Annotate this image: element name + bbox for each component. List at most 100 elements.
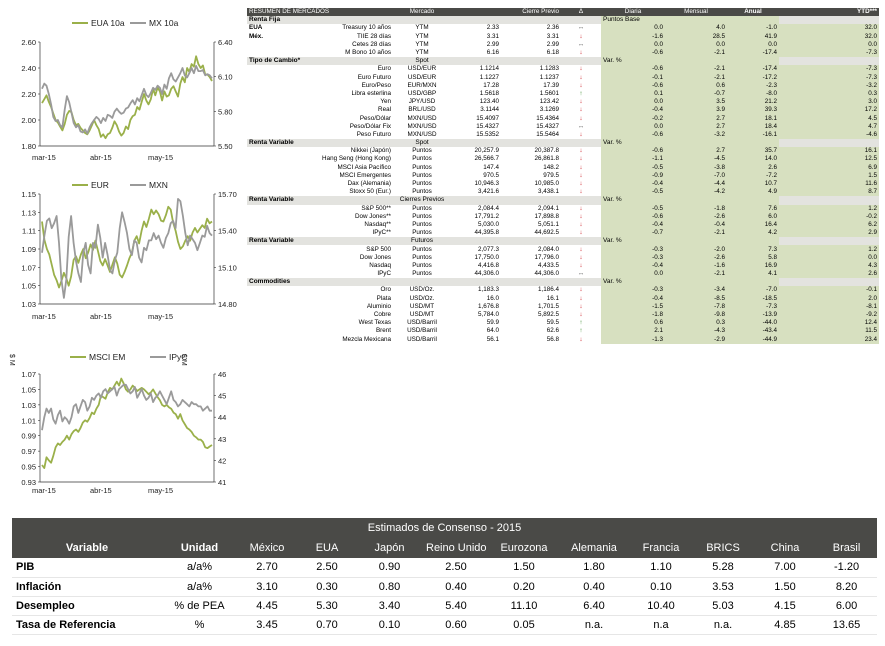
row-ytd: 0.0 <box>779 40 879 49</box>
consensus-header-8: Francia <box>630 538 692 558</box>
left-tick-label: 2.20 <box>21 90 36 99</box>
row-anual: 16.4 <box>727 220 779 230</box>
row-unit: Puntos <box>412 220 432 228</box>
row-mensual: -2.9 <box>665 335 727 344</box>
consensus-value: 6.00 <box>816 596 878 616</box>
row-actual: 5,030.0 <box>477 220 499 228</box>
row-ytd: -7.3 <box>779 73 879 82</box>
trend-down-icon: ↓ <box>579 286 583 294</box>
row-mensual: -2.6 <box>665 212 727 221</box>
consensus-value: 3.40 <box>357 596 422 616</box>
row-country <box>247 336 281 344</box>
market-row: Cobre USD/MT 5,784.0 5,892.5 ↓ -1.8 -9.8 -13.9-… <box>247 310 879 320</box>
consensus-value: 4.85 <box>754 615 816 635</box>
right-tick-label: 14.80 <box>218 300 237 309</box>
consensus-header-1: Unidad <box>162 538 237 558</box>
consensus-value: 13.65 <box>816 615 878 635</box>
row-mensual: -1.6 <box>665 261 727 270</box>
row-ytd: 0.3 <box>779 89 879 99</box>
row-name: Cobre <box>373 311 391 319</box>
consensus-table: Estimados de Consenso - 2015 Variable Unid… <box>12 518 878 635</box>
left-tick-label: 1.03 <box>21 300 36 309</box>
consensus-value: 10.40 <box>630 596 692 616</box>
row-anual: -44.9 <box>727 335 779 344</box>
consensus-row: Tasa de Referencia% 3.45 0.70 0.10 0.60 0.05 n… <box>12 615 878 635</box>
row-mensual: -9.8 <box>665 310 727 320</box>
row-diaria: -0.4 <box>601 220 665 230</box>
consensus-value: 5.30 <box>297 596 357 616</box>
row-anual: -8.0 <box>727 89 779 99</box>
row-previo: 2,094.1 <box>537 204 559 212</box>
right-tick-label: 6.40 <box>218 38 233 47</box>
left-tick-label: 1.05 <box>21 282 36 291</box>
row-diaria: -0.4 <box>601 294 665 303</box>
legend-label: MXN <box>149 180 168 190</box>
trend-down-icon: ↓ <box>579 212 583 220</box>
row-actual: 59.9 <box>486 319 499 327</box>
section-pad <box>561 57 601 66</box>
trend-down-icon: ↓ <box>579 253 583 261</box>
section-sub: Futuros <box>393 237 451 246</box>
consensus-value: 0.05 <box>490 615 558 635</box>
row-previo: 979.5 <box>543 171 559 179</box>
left-tick-label: 1.05 <box>21 385 36 394</box>
row-unit: EUR/MXN <box>407 81 437 89</box>
section-sub <box>393 278 451 287</box>
row-unit: Puntos <box>412 147 432 155</box>
row-country <box>247 90 281 98</box>
row-mensual: -3.4 <box>665 286 727 295</box>
row-ytd: -9.2 <box>779 310 879 320</box>
market-row: Hang Seng (Hong Kong) Puntos 26,566.7 26,86… <box>247 155 879 164</box>
row-diaria: -1.8 <box>601 310 665 320</box>
left-tick-label: 2.40 <box>21 64 36 73</box>
row-unit: Puntos <box>412 163 432 171</box>
row-previo: 62.6 <box>546 327 559 335</box>
consensus-value: 7.00 <box>754 558 816 578</box>
row-name: West Texas <box>358 319 391 327</box>
row-country <box>247 270 281 278</box>
section-name: Renta Variable <box>247 237 393 246</box>
series-line <box>41 377 213 470</box>
market-row: Peso Futuro MXN/USD 15.5352 15.5464 ↓ -0.6 -3.… <box>247 130 879 139</box>
row-previo: 2.36 <box>546 24 559 32</box>
row-diaria: -0.2 <box>601 114 665 123</box>
row-name: S&P 500** <box>361 204 391 212</box>
consensus-value: 2.50 <box>297 558 357 578</box>
row-unit: MXN/USD <box>407 122 437 130</box>
row-name: Oro <box>380 286 392 294</box>
row-ytd: 23.4 <box>779 335 879 344</box>
section-var-label: Var. % <box>601 196 779 205</box>
row-name: Dax (Alemania) <box>347 180 391 188</box>
row-anual: -2.3 <box>727 81 779 90</box>
row-anual: -7.3 <box>727 302 779 311</box>
market-row: Mezcla Mexicana USD/Barril 56.1 56.8 ↓ -1.3 -2… <box>247 335 879 344</box>
left-tick-label: 1.01 <box>21 416 36 425</box>
legend-label: EUR <box>91 180 109 190</box>
row-ytd: 6.9 <box>779 163 879 172</box>
row-country <box>247 229 281 237</box>
section-pad <box>501 196 561 205</box>
row-previo: 44,692.5 <box>534 229 559 237</box>
row-name: MSCI Emergentes <box>339 171 391 179</box>
row-mensual: 2.7 <box>665 122 727 131</box>
row-diaria: -0.4 <box>601 179 665 189</box>
row-country <box>247 155 281 163</box>
row-unit: MXN/USD <box>407 114 437 122</box>
row-previo: 5,051.1 <box>537 220 559 228</box>
row-ytd: 11.6 <box>779 179 879 189</box>
row-anual: -7.2 <box>727 171 779 180</box>
market-row: Oro USD/Oz. 1,183.3 1,186.4 ↓ -0.3 -3.4 -7.0 -0.… <box>247 286 879 295</box>
section-pad <box>501 139 561 148</box>
header-delta: Δ <box>561 8 601 17</box>
row-anual: 6.0 <box>727 212 779 221</box>
row-diaria: -0.6 <box>601 65 665 74</box>
section-var-label: Var. % <box>601 237 779 246</box>
trend-flat-icon: ↔ <box>577 122 585 130</box>
row-actual: 123.40 <box>479 98 499 106</box>
row-mensual: -2.1 <box>665 229 727 238</box>
consensus-value: 0.40 <box>558 577 630 597</box>
row-anual: 14.0 <box>727 155 779 164</box>
row-ytd: 2.6 <box>779 270 879 279</box>
market-row: Méx. TIIE 28 días YTM 3.31 3.31 ↓ -1.6 28.5 41.9… <box>247 32 879 41</box>
row-country <box>247 106 281 114</box>
